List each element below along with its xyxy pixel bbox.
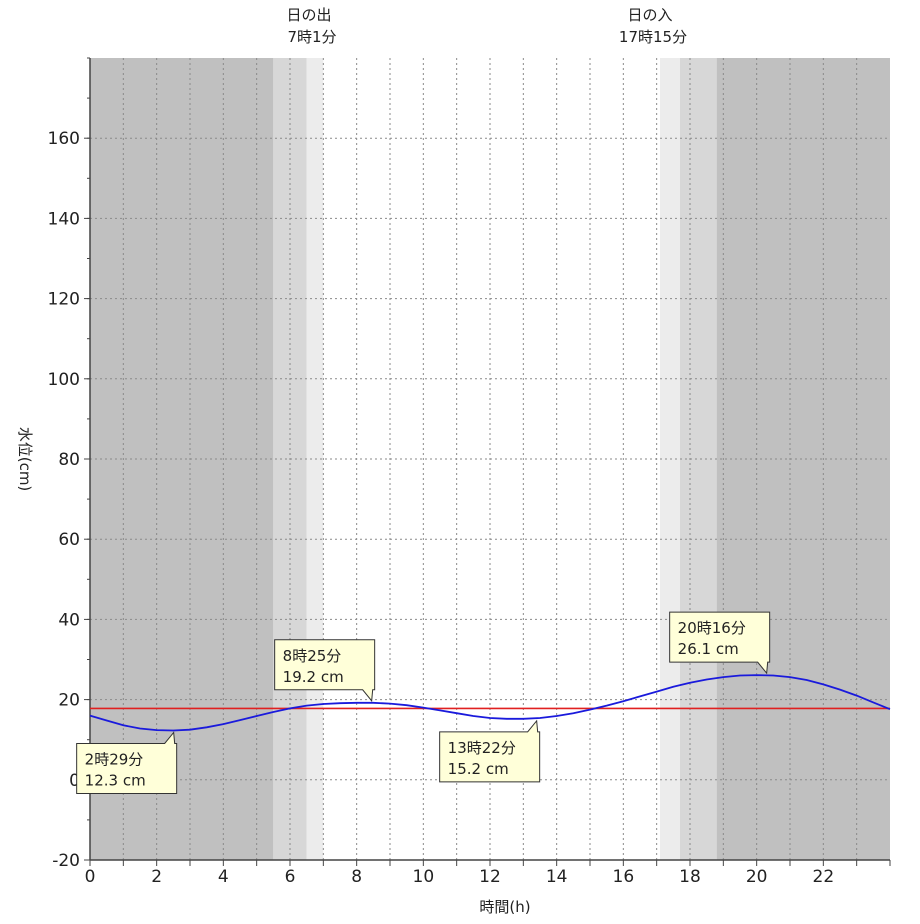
x-tick-label: 22 bbox=[813, 867, 835, 887]
callout-box bbox=[76, 731, 178, 794]
callout-level: 19.2 cm bbox=[283, 668, 344, 686]
y-tick-label: 120 bbox=[48, 290, 80, 310]
sun-event-label: 日の出 7時1分 bbox=[286, 6, 336, 46]
extremum-callout: 13時22分 15.2 cm bbox=[439, 719, 541, 783]
grid-lines bbox=[90, 58, 890, 860]
callout-box bbox=[439, 719, 541, 783]
y-tick-label: 0 bbox=[69, 771, 80, 791]
callout-time: 20時16分 bbox=[678, 619, 746, 637]
x-tick-label: 6 bbox=[285, 867, 296, 887]
x-tick-label: 16 bbox=[613, 867, 635, 887]
tide-series-line bbox=[89, 674, 891, 732]
extremum-callout: 20時16分 26.1 cm bbox=[669, 611, 771, 675]
x-tick-label: 0 bbox=[85, 867, 96, 887]
sun-event-label: 日の入 17時15分 bbox=[619, 6, 687, 46]
callout-level: 26.1 cm bbox=[678, 640, 739, 658]
x-tick-label: 20 bbox=[746, 867, 768, 887]
y-axis-title: 水位(cm) bbox=[16, 427, 34, 492]
sun-event-time: 17時15分 bbox=[619, 28, 687, 46]
y-tick-label: -20 bbox=[52, 851, 80, 871]
y-tick-label: 60 bbox=[58, 530, 80, 550]
y-tick-label: 140 bbox=[48, 209, 80, 229]
y-tick-label: 160 bbox=[48, 129, 80, 149]
y-tick-label: 100 bbox=[48, 370, 80, 390]
x-tick-label: 2 bbox=[151, 867, 162, 887]
callout-level: 12.3 cm bbox=[85, 771, 146, 789]
sun-event-title: 日の入 bbox=[627, 6, 672, 24]
x-tick-label: 14 bbox=[546, 867, 568, 887]
callout-time: 13時22分 bbox=[448, 739, 516, 757]
callout-box bbox=[274, 639, 376, 703]
callout-time: 2時29分 bbox=[85, 750, 144, 768]
extremum-callout: 8時25分 19.2 cm bbox=[274, 639, 376, 703]
sun-event-time: 7時1分 bbox=[287, 28, 336, 46]
x-axis-title: 時間(h) bbox=[479, 898, 530, 916]
callout-time: 8時25分 bbox=[283, 647, 342, 665]
callout-box bbox=[669, 611, 771, 675]
x-tick-label: 4 bbox=[218, 867, 229, 887]
y-tick-label: 80 bbox=[58, 450, 80, 470]
y-tick-label: 40 bbox=[58, 610, 80, 630]
y-tick-label: 20 bbox=[58, 691, 80, 711]
x-tick-label: 18 bbox=[679, 867, 701, 887]
x-tick-label: 10 bbox=[413, 867, 435, 887]
x-tick-label: 12 bbox=[479, 867, 501, 887]
sun-event-title: 日の出 bbox=[286, 6, 331, 24]
shade-band-night bbox=[716, 58, 890, 860]
callout-level: 15.2 cm bbox=[448, 760, 509, 778]
x-tick-label: 8 bbox=[351, 867, 362, 887]
extremum-callout: 2時29分 12.3 cm bbox=[76, 731, 178, 794]
